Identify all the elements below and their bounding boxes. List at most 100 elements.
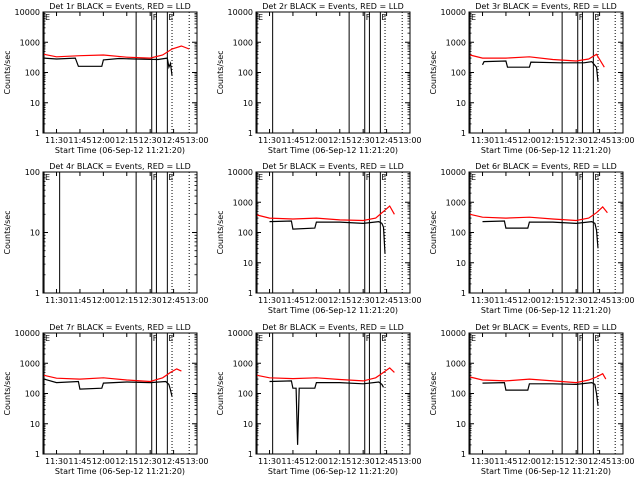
marker-label: E <box>594 334 599 343</box>
marker-label: E <box>471 13 476 22</box>
lld-rate-line <box>43 45 190 59</box>
panel-title: Det 4r BLACK = Events, RED = LLD <box>49 162 191 171</box>
y-tick-label: 100 <box>238 390 253 399</box>
x-tick-label: 12:30 <box>139 136 162 145</box>
x-tick-label: 12:45 <box>162 136 185 145</box>
x-tick-label: 12:15 <box>541 296 564 305</box>
panel-title: Det 2r BLACK = Events, RED = LLD <box>262 2 404 11</box>
x-tick-label: 13:00 <box>611 457 634 466</box>
x-tick-label: 11:30 <box>258 136 281 145</box>
y-tick-label: 10000 <box>228 168 253 177</box>
lld-rate-line <box>469 372 607 384</box>
x-axis-label: Start Time (06-Sep-12 11:21:20) <box>55 467 185 476</box>
detector-panel-5: Det 5r BLACK = Events, RED = LLD Counts/s… <box>216 162 422 315</box>
x-tick-label: 11:30 <box>258 296 281 305</box>
x-tick-label: 12:30 <box>352 136 375 145</box>
y-tick-label: 10000 <box>441 168 466 177</box>
y-tick-label: 10 <box>456 99 466 108</box>
y-tick-label: 10 <box>456 420 466 429</box>
marker-label: F <box>579 173 584 182</box>
plot-frame <box>255 11 411 134</box>
x-tick-label: 12:30 <box>139 296 162 305</box>
x-tick-label: 13:00 <box>398 457 421 466</box>
marker-label: F <box>579 13 584 22</box>
plot-frame <box>468 171 624 294</box>
x-tick-label: 11:45 <box>68 136 91 145</box>
y-tick-label: 1000 <box>233 198 253 207</box>
y-axis-label: Counts/sec <box>216 50 225 94</box>
x-tick-label: 11:45 <box>68 296 91 305</box>
x-tick-label: 12:15 <box>328 136 351 145</box>
marker-label: E <box>45 173 50 182</box>
detector-panel-3: Det 3r BLACK = Events, RED = LLD Counts/s… <box>429 2 635 155</box>
panel-title: Det 7r BLACK = Events, RED = LLD <box>49 323 191 332</box>
x-tick-label: 12:45 <box>375 457 398 466</box>
x-tick-label: 11:30 <box>471 457 494 466</box>
lld-rate-line <box>256 205 395 222</box>
x-tick-label: 13:00 <box>185 136 208 145</box>
x-axis-label: Start Time (06-Sep-12 11:21:20) <box>481 467 611 476</box>
y-tick-label: 1000 <box>446 38 466 47</box>
y-tick-label: 10 <box>30 99 40 108</box>
plot-frame <box>468 11 624 134</box>
detector-panel-1: Det 1r BLACK = Events, RED = LLD Counts/s… <box>3 2 209 155</box>
marker-label: F <box>366 334 371 343</box>
y-tick-label: 1000 <box>446 198 466 207</box>
panel-title: Det 9r BLACK = Events, RED = LLD <box>475 323 617 332</box>
plot-frame <box>42 11 198 134</box>
detector-panel-2: Det 2r BLACK = Events, RED = LLD Counts/s… <box>216 2 422 155</box>
y-tick-label: 10 <box>30 420 40 429</box>
x-tick-label: 12:00 <box>305 136 328 145</box>
y-tick-label: 10000 <box>441 329 466 338</box>
x-tick-label: 12:15 <box>541 457 564 466</box>
x-tick-label: 12:45 <box>588 296 611 305</box>
x-tick-label: 12:00 <box>305 296 328 305</box>
panel-title: Det 1r BLACK = Events, RED = LLD <box>49 2 191 11</box>
x-tick-label: 12:15 <box>115 457 138 466</box>
x-tick-label: 11:30 <box>45 136 68 145</box>
y-tick-label: 10 <box>30 229 40 238</box>
x-tick-label: 12:00 <box>305 457 328 466</box>
marker-label: E <box>381 13 386 22</box>
x-tick-label: 12:30 <box>352 296 375 305</box>
y-axis-label: Counts/sec <box>216 210 225 254</box>
y-tick-label: 100 <box>451 229 466 238</box>
x-tick-label: 13:00 <box>398 136 421 145</box>
marker-label: E <box>594 173 599 182</box>
y-tick-label: 1 <box>35 450 40 459</box>
x-tick-label: 12:45 <box>588 136 611 145</box>
marker-label: E <box>168 13 173 22</box>
x-tick-label: 11:30 <box>45 296 68 305</box>
marker-label: F <box>153 13 158 22</box>
x-tick-label: 11:30 <box>471 136 494 145</box>
x-tick-label: 12:45 <box>162 457 185 466</box>
marker-label: E <box>258 13 263 22</box>
y-tick-label: 1000 <box>20 38 40 47</box>
detector-panel-4: Det 4r BLACK = Events, RED = LLD Counts/s… <box>3 162 209 305</box>
event-rate-line <box>269 380 385 445</box>
y-tick-label: 1 <box>461 450 466 459</box>
marker-label: E <box>168 334 173 343</box>
marker-label: E <box>45 13 50 22</box>
plot-frame <box>42 332 198 455</box>
event-rate-line <box>269 220 386 254</box>
detector-panel-8: Det 8r BLACK = Events, RED = LLD Counts/s… <box>216 323 422 476</box>
x-tick-label: 12:15 <box>115 136 138 145</box>
y-axis-label: Counts/sec <box>3 371 12 415</box>
y-tick-label: 10000 <box>15 8 40 17</box>
event-rate-line <box>43 378 173 397</box>
y-tick-label: 1 <box>248 289 253 298</box>
marker-label: F <box>153 173 158 182</box>
marker-label: E <box>471 334 476 343</box>
marker-label: F <box>153 334 158 343</box>
y-tick-label: 10 <box>456 259 466 268</box>
y-tick-label: 100 <box>451 390 466 399</box>
x-axis-label: Start Time (06-Sep-12 11:21:20) <box>481 306 611 315</box>
y-axis-label: Counts/sec <box>216 371 225 415</box>
x-tick-label: 11:45 <box>494 296 517 305</box>
plot-frame <box>255 171 411 294</box>
marker-label: F <box>366 173 371 182</box>
x-axis-label: Start Time (06-Sep-12 11:21:20) <box>481 146 611 155</box>
x-axis-label: Start Time (06-Sep-12 11:21:20) <box>268 306 398 315</box>
